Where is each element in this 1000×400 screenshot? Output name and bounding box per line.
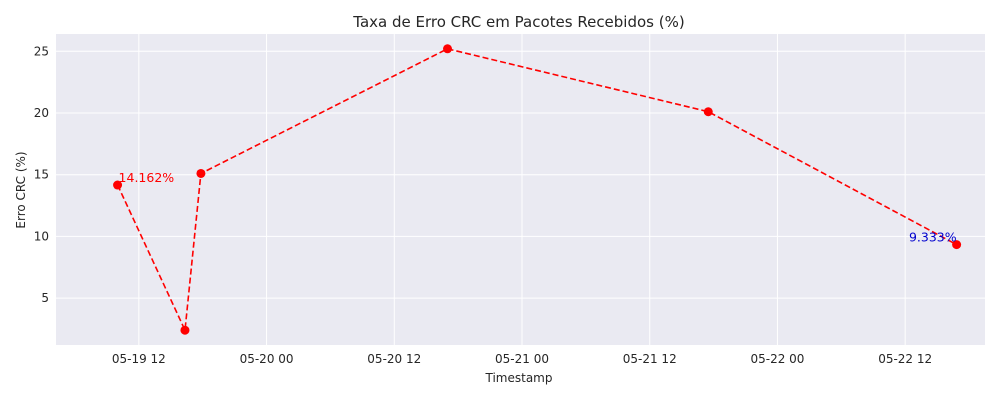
series-points [113,44,962,335]
data-point [196,168,206,178]
x-axis-label: Timestamp [485,371,553,385]
data-point [703,107,713,117]
x-tick-label: 05-20 12 [367,352,421,366]
y-tick-labels: 5 10 15 20 25 [34,44,49,305]
x-tick-label: 05-22 12 [878,352,932,366]
data-label: 9.333% [909,230,957,245]
plot-area [56,34,985,345]
x-tick-label: 05-21 12 [623,352,677,366]
series-line [116,47,957,334]
annotations: 14.162% 9.333% [119,170,957,245]
y-tick-label: 15 [34,168,49,182]
y-tick-label: 25 [34,44,49,58]
data-label: 14.162% [119,170,175,185]
x-tick-label: 05-20 00 [240,352,294,366]
x-tick-labels: 05-19 12 05-20 00 05-20 12 05-21 00 05-21 12… [112,352,932,366]
data-point [113,180,123,190]
y-tick-label: 10 [34,229,49,243]
grid [56,34,985,345]
data-point [443,44,453,54]
chart-title: Taxa de Erro CRC em Pacotes Recebidos (%… [352,13,684,31]
y-axis-label: Erro CRC (%) [14,151,28,228]
y-tick-label: 5 [41,291,49,305]
series-line-path [116,47,957,334]
data-point [180,325,190,335]
x-tick-label: 05-21 00 [495,352,549,366]
data-point [952,240,962,250]
y-tick-label: 20 [34,106,49,120]
x-tick-label: 05-19 12 [112,352,166,366]
x-tick-label: 05-22 00 [750,352,804,366]
